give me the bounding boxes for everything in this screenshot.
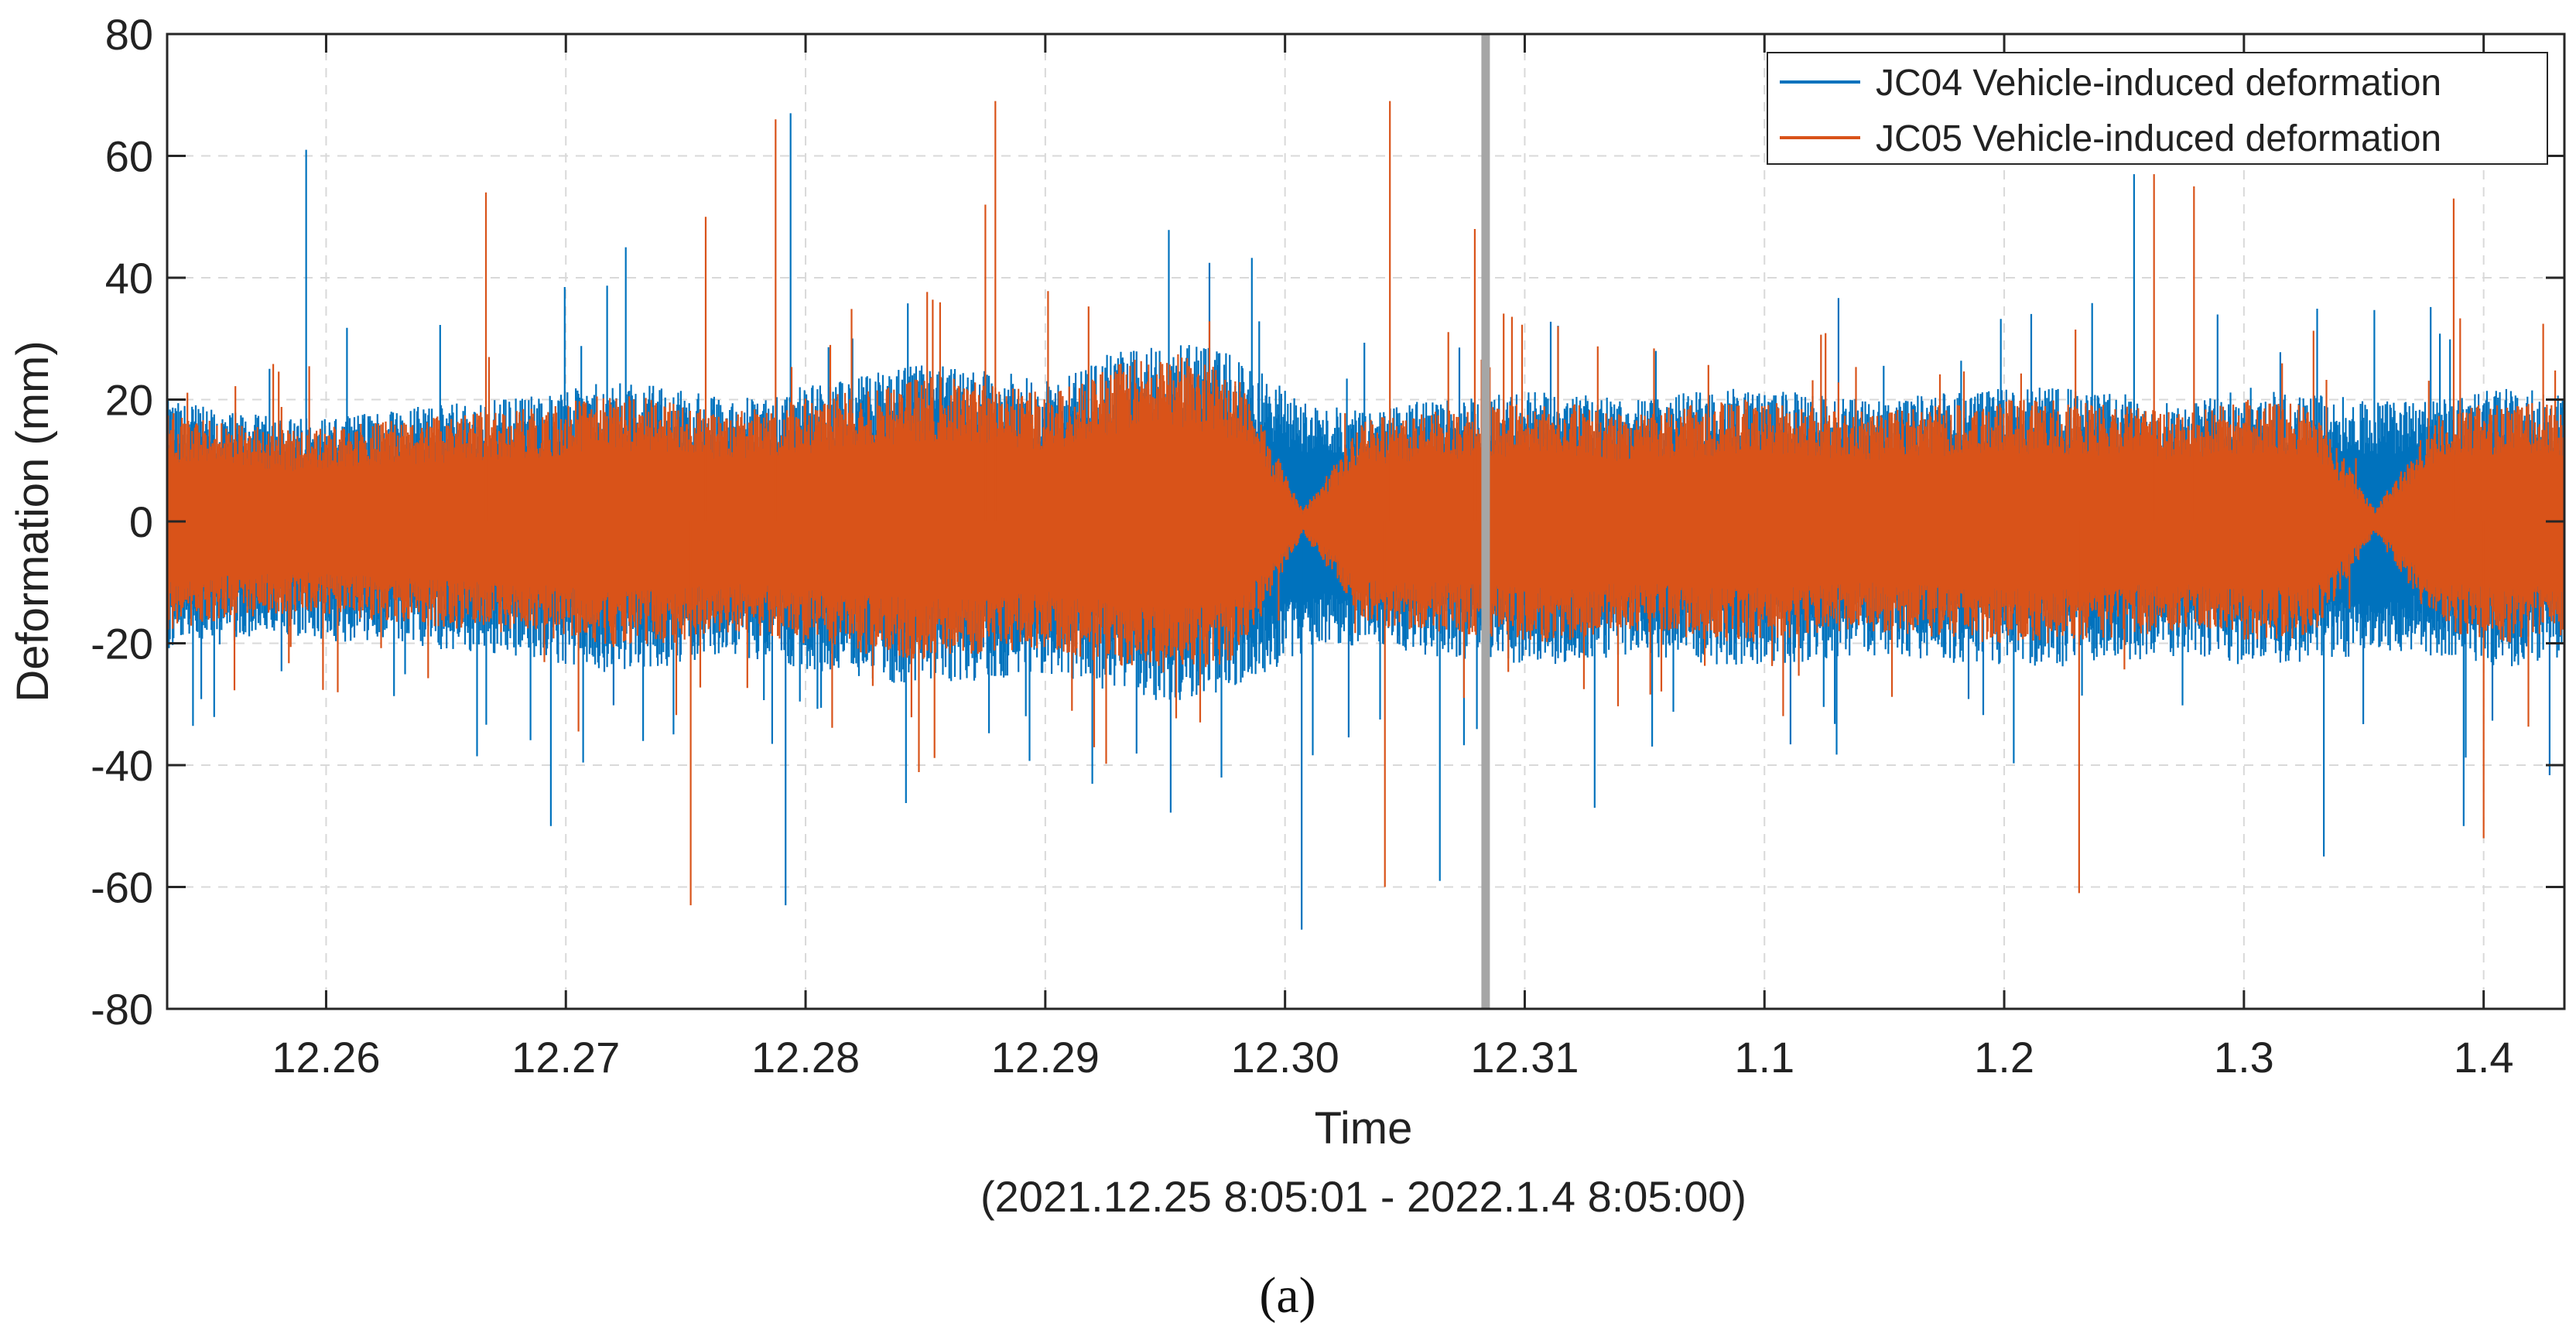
legend-box (1767, 52, 2548, 165)
series-layer (167, 101, 2564, 930)
x-tick-label: 12.30 (1231, 1033, 1339, 1082)
x-tick-label: 1.2 (1974, 1033, 2034, 1082)
y-axis-label: Deformation (mm) (8, 340, 58, 702)
y-tick-label: 40 (105, 254, 153, 302)
y-tick-label: -80 (91, 985, 153, 1034)
axis-ticks: 12.26 12.27 12.28 12.29 12.30 12.31 1.1 1.2 1.3 1… (91, 10, 2564, 1082)
x-tick-label: 12.26 (272, 1033, 380, 1082)
legend: JC04 Vehicle-induced deformation JC05 Ve… (1767, 52, 2548, 165)
x-tick-label: 1.4 (2454, 1033, 2514, 1082)
panel-label: (a) (1259, 1267, 1315, 1324)
y-tick-label: 60 (105, 132, 153, 181)
x-axis-sublabel: (2021.12.25 8:05:01 - 2022.1.4 8:05:00) (980, 1172, 1746, 1221)
legend-entry-jc05: JC05 Vehicle-induced deformation (1876, 118, 2441, 159)
y-tick-label: 0 (129, 497, 153, 546)
x-tick-label: 12.27 (511, 1033, 620, 1082)
x-tick-label: 1.3 (2214, 1033, 2274, 1082)
x-tick-label: 12.29 (991, 1033, 1100, 1082)
y-tick-label: -20 (91, 620, 153, 668)
y-tick-label: 20 (105, 376, 153, 425)
y-tick-label: -60 (91, 863, 153, 912)
x-tick-label: 12.28 (751, 1033, 860, 1082)
y-tick-label: 80 (105, 10, 153, 59)
legend-entry-jc04: JC04 Vehicle-induced deformation (1876, 63, 2441, 104)
x-axis-label: Time (1315, 1103, 1413, 1154)
x-tick-label: 1.1 (1734, 1033, 1794, 1082)
x-tick-label: 12.31 (1470, 1033, 1579, 1082)
series-line-jc05 (167, 291, 2564, 772)
y-tick-label: -40 (91, 741, 153, 790)
